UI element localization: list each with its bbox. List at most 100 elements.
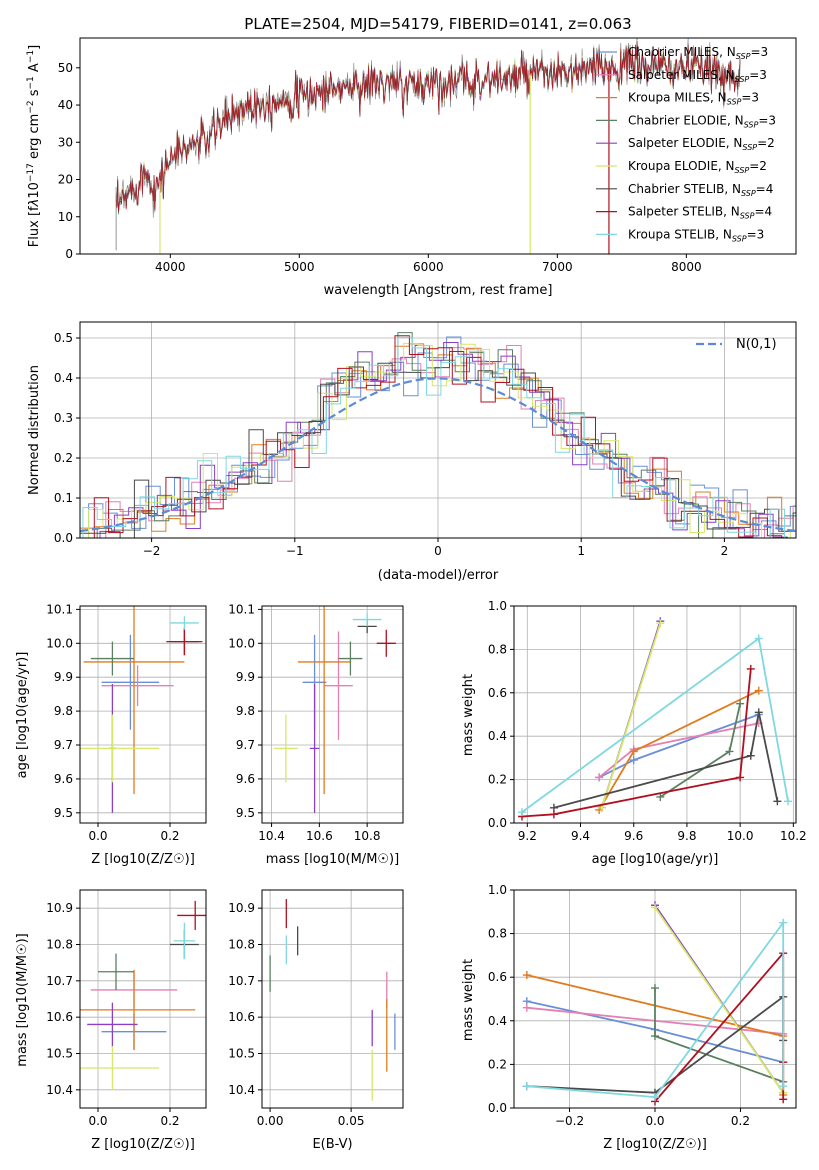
tick-label-y: 9.8	[236, 704, 255, 718]
tick-label-y: 0.0	[488, 1101, 507, 1115]
series-cyan	[522, 918, 788, 1102]
tick-label-y: 10.0	[228, 636, 255, 650]
tick-label-y: 20	[58, 173, 73, 187]
axes: 9.2 9.4 9.6 9.8 10.0 10.2 0.0 0.2 0.4 0.6 0.8 1.0 ag…	[461, 599, 807, 867]
legend-label: Chabrier ELODIE, NSSP=3	[628, 113, 776, 129]
series-marker	[522, 1003, 531, 1012]
tick-label-y: 1.0	[488, 883, 507, 897]
axes-frame	[79, 889, 207, 1109]
axes: −0.2 0.0 0.2 0.0 0.2 0.4 0.6 0.8 1.0 Z [log10(Z/Z…	[461, 883, 797, 1152]
tick-label-y: 9.9	[54, 670, 73, 684]
errorbar-blue	[101, 634, 160, 730]
series-marker	[779, 1082, 788, 1091]
tick-label-y: 0.2	[488, 1057, 507, 1071]
y-axis-label: Normed distribution	[27, 365, 42, 495]
tick-label-x: 0.2	[160, 1114, 179, 1128]
tick-label-x: 0.0	[88, 829, 107, 843]
plot-area	[522, 901, 788, 1106]
tick-label-y: 10.1	[228, 602, 255, 616]
errorbar-green	[90, 641, 134, 676]
axes-frame	[513, 605, 797, 824]
tick-label-x: −0.2	[555, 1114, 584, 1128]
legend-label: Kroupa MILES, NSSP=3	[628, 91, 759, 107]
axes-frame	[79, 37, 797, 255]
axes: 4000 5000 6000 7000 8000 0 10 20 30 40 50 wavelengt…	[26, 37, 797, 298]
tick-label-x: −2	[143, 544, 161, 558]
panel-z-age: 0.0 0.2 9.5 9.6 9.7 9.8 9.9 10.0 10.1 Z [log10(Z/…	[15, 602, 207, 867]
errorbar-purple	[87, 1002, 138, 1047]
series-marker	[651, 903, 659, 912]
tick-label-x: 0.00	[257, 1114, 284, 1128]
series-red	[651, 949, 788, 1106]
tick-label-y: 0.1	[54, 491, 73, 505]
errorbar-green	[98, 953, 134, 990]
errorbar-purple	[309, 683, 320, 813]
x-axis-label: Z [log10(Z/Z☉)]	[91, 852, 195, 867]
tick-label-x: 10.4	[258, 829, 285, 843]
axes: 0.00 0.05 10.4 10.5 10.6 10.7 10.8 10.9 E(B-V)	[228, 889, 404, 1152]
tick-label-y: 9.6	[236, 772, 255, 786]
tick-label-y: 40	[58, 98, 73, 112]
tick-label-x: 0.0	[645, 1114, 664, 1128]
series-line	[654, 906, 784, 1094]
panel-z-massweight: −0.2 0.0 0.2 0.0 0.2 0.4 0.6 0.8 1.0 Z [log10(Z/Z…	[461, 883, 797, 1152]
axes: 0.0 0.2 10.4 10.5 10.6 10.7 10.8 10.9 Z [log10(Z…	[15, 889, 207, 1152]
series-marker	[784, 797, 793, 806]
tick-label-y: 0.2	[54, 451, 73, 465]
tick-label-y: 0.6	[488, 686, 507, 700]
tick-label-y: 10.9	[228, 901, 255, 915]
x-axis-label: Z [log10(Z/Z☉)]	[603, 1137, 707, 1152]
tick-label-y: 9.5	[54, 806, 73, 820]
errorbar-pink	[324, 631, 353, 740]
tick-label-x: 9.4	[571, 829, 590, 843]
series-line	[659, 703, 741, 798]
series-line	[600, 623, 662, 809]
hist-step-pink	[80, 345, 796, 538]
tick-label-x: 1	[577, 544, 585, 558]
tick-label-x: 7000	[542, 260, 573, 274]
tick-label-y: 10.8	[228, 938, 255, 952]
series-marker	[746, 751, 755, 760]
series-marker	[736, 699, 745, 708]
tick-label-y: 0.0	[488, 816, 507, 830]
tick-label-x: 10.2	[780, 829, 807, 843]
tick-label-x: 0.2	[160, 829, 179, 843]
tick-label-x: −1	[286, 544, 304, 558]
legend-label: Salpeter MILES, NSSP=3	[628, 68, 767, 84]
series-line	[654, 950, 785, 1103]
x-axis-label: Z [log10(Z/Z☉)]	[91, 1137, 195, 1152]
errorbar-red	[177, 900, 206, 930]
tick-label-y: 10.0	[46, 636, 73, 650]
panel-z-mass: 0.0 0.2 10.4 10.5 10.6 10.7 10.8 10.9 Z [log10(Z…	[15, 889, 207, 1152]
series-line	[521, 668, 752, 818]
series-marker	[779, 1095, 788, 1104]
tick-label-y: 30	[58, 135, 73, 149]
series-marker	[736, 773, 745, 782]
series-line	[598, 689, 760, 811]
tick-label-y: 9.8	[54, 704, 73, 718]
tick-label-y: 0.6	[488, 970, 507, 984]
panel-age-massweight: 9.2 9.4 9.6 9.8 10.0 10.2 0.0 0.2 0.4 0.6 0.8 1.0 ag…	[461, 599, 807, 867]
y-axis-label: mass [log10(M/M☉)]	[15, 933, 30, 1066]
errorbar-yellow	[80, 714, 160, 783]
y-axis-label: Flux [fλ10−17 erg cm−2 s−1 A−1]	[26, 45, 42, 247]
tick-label-x: 2	[721, 544, 729, 558]
tick-label-x: 9.6	[624, 829, 643, 843]
tick-label-y: 0.8	[488, 642, 507, 656]
errorbar-cyan	[170, 616, 199, 630]
axes: −2 −1 0 1 2 0.0 0.1 0.2 0.3 0.4 0.5 (data-model)/er…	[27, 321, 797, 583]
legend-label: Kroupa ELODIE, NSSP=2	[628, 159, 767, 175]
errorbar-red	[166, 628, 203, 656]
hist-step-dark	[80, 351, 796, 538]
series-line	[553, 712, 779, 809]
hist-step-yellow	[80, 342, 796, 538]
hist-step-purple	[85, 342, 796, 538]
plot-area	[269, 899, 396, 1101]
tick-label-y: 9.7	[236, 738, 255, 752]
plot-area	[80, 606, 203, 813]
tick-label-x: 6000	[413, 260, 444, 274]
errorbar-green	[338, 641, 363, 676]
legend-label: Chabrier MILES, NSSP=3	[628, 45, 768, 61]
tick-label-x: 9.8	[677, 829, 696, 843]
tick-label-x: 0	[434, 544, 442, 558]
